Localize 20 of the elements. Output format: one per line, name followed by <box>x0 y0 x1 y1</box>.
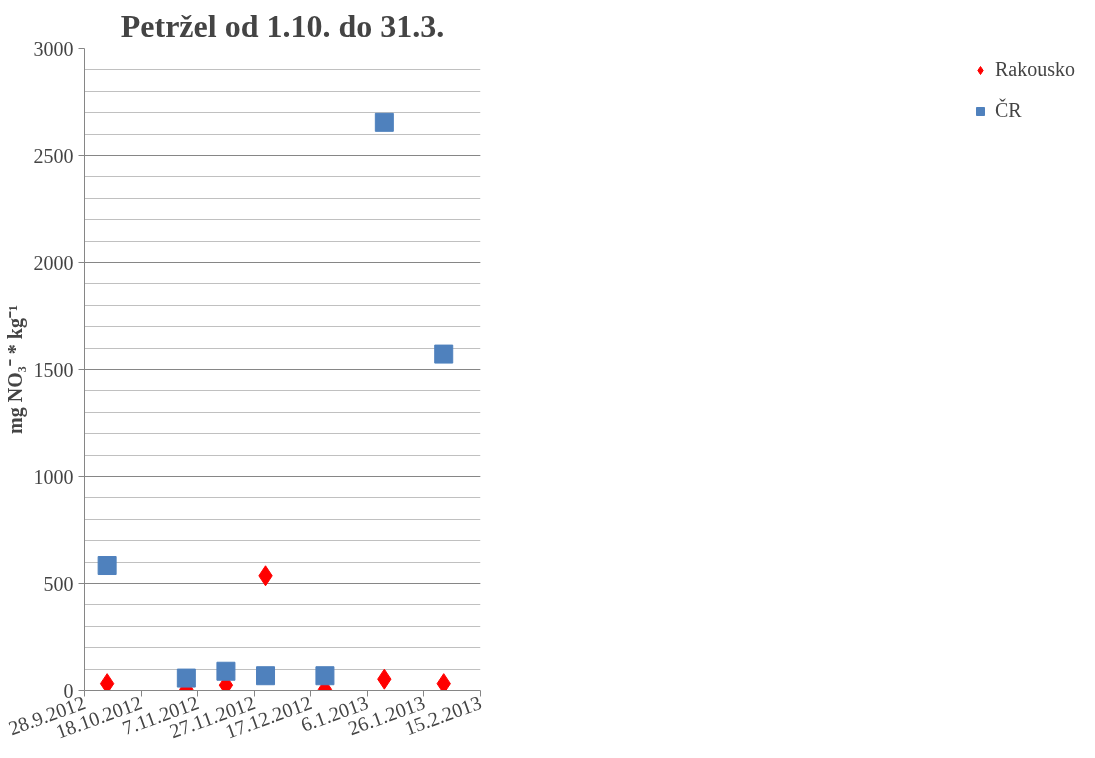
y-tick-label: 0 <box>63 679 74 702</box>
y-axis-title: mg NO₃⁻ * kg⁻¹ <box>3 305 27 434</box>
point <box>374 112 394 132</box>
y-tick-label: 1500 <box>33 358 74 381</box>
point <box>436 673 451 691</box>
point <box>99 673 115 691</box>
y-tick-label: 2000 <box>33 251 74 274</box>
chart-title: Petržel od 1.10. do 31.3. <box>120 7 445 44</box>
point <box>176 668 196 688</box>
y-tick-label: 500 <box>43 572 74 595</box>
point <box>256 666 276 686</box>
y-tick-label: 3000 <box>33 37 74 60</box>
legend-label: Rakousko <box>995 58 1075 81</box>
point <box>216 661 236 681</box>
y-tick-label: 2500 <box>33 144 74 167</box>
legend-label: ČR <box>995 99 1022 122</box>
point <box>97 556 117 576</box>
y-tick-label: 1000 <box>33 465 74 488</box>
point <box>434 344 454 364</box>
point <box>315 666 335 686</box>
